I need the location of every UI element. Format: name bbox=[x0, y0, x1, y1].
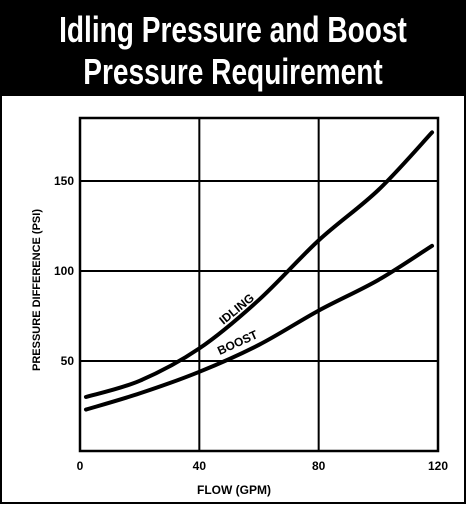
chart-title: Idling Pressure and Boost bbox=[59, 10, 407, 50]
x-tick-label: 0 bbox=[77, 459, 84, 473]
y-tick-label: 150 bbox=[54, 174, 74, 188]
line-series bbox=[83, 130, 435, 399]
plot-area bbox=[78, 116, 440, 453]
x-tick-label: 80 bbox=[312, 459, 326, 473]
y-tick-label: 50 bbox=[61, 354, 75, 368]
y-axis-label: PRESSURE DIFFERENCE (PSI) bbox=[31, 209, 43, 371]
x-tick-label: 120 bbox=[428, 459, 448, 473]
line-series bbox=[83, 243, 435, 412]
y-tick-label: 100 bbox=[54, 264, 74, 278]
x-tick-label: 40 bbox=[193, 459, 207, 473]
x-axis-label: FLOW (GPM) bbox=[197, 483, 271, 497]
title-banner bbox=[0, 0, 466, 96]
chart-title: Pressure Requirement bbox=[83, 52, 383, 92]
